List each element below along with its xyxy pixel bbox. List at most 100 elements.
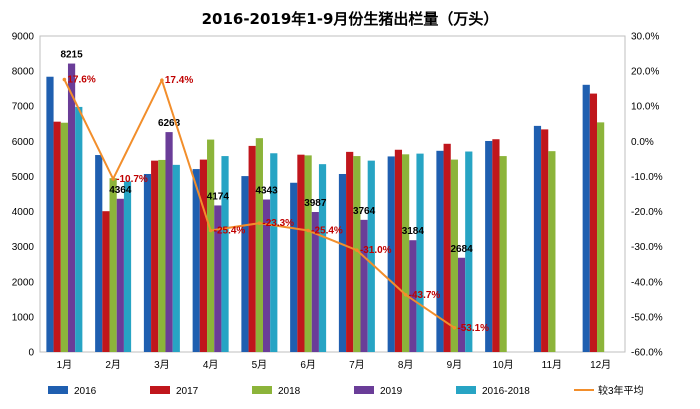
x-tick-label: 6月: [300, 359, 316, 371]
line-point: [208, 228, 213, 233]
bar-2018: [548, 151, 556, 352]
line-data-label: 17.4%: [165, 75, 193, 86]
bar-2017: [199, 159, 208, 352]
y-right-tick-label: -10.0%: [631, 172, 663, 183]
y-right-tick-label: -40.0%: [631, 277, 663, 288]
line-data-label: -43.7%: [409, 290, 441, 301]
legend-swatch: [354, 386, 374, 394]
bar-2016: [290, 182, 298, 352]
y-left-tick-label: 6000: [12, 137, 35, 148]
bar-2017: [248, 145, 256, 352]
legend-label: 较3年平均: [598, 384, 644, 397]
x-tick-label: 11月: [542, 359, 562, 371]
bar-2016-2018: [465, 151, 473, 352]
bar-2016: [338, 173, 347, 352]
bar-2016-2018: [367, 160, 375, 352]
bar-2019: [165, 132, 173, 352]
bar-data-label: 8215: [60, 50, 83, 61]
bar-data-label: 3764: [353, 206, 376, 217]
bar-2018: [109, 178, 117, 352]
y-left-tick-label: 0: [28, 348, 34, 359]
bar-2018: [499, 156, 507, 352]
line-point: [257, 221, 262, 225]
bar-2018: [597, 122, 605, 353]
bar-2019: [67, 63, 76, 353]
x-tick-label: 3月: [154, 359, 170, 371]
x-tick-label: 5月: [252, 359, 268, 371]
bar-2016-2018: [123, 181, 132, 352]
bar-2016-2018: [221, 156, 229, 352]
chart-title: 2016-2019年1-9月份生猪出栏量（万头）: [202, 10, 499, 28]
line-point: [403, 292, 408, 297]
bar-data-label: 4364: [109, 185, 132, 196]
bar-2016-2018: [172, 164, 180, 352]
bar-2017: [102, 211, 110, 352]
y-left-tick-label: 8000: [12, 67, 35, 78]
bar-2018: [450, 159, 458, 352]
bar-2019: [360, 219, 368, 352]
x-tick-label: 12月: [590, 359, 611, 371]
y-right-tick-label: -60.0%: [631, 348, 663, 359]
bar-2019: [311, 212, 319, 352]
x-tick-label: 8月: [398, 359, 414, 371]
legend-label: 2016: [74, 386, 97, 397]
bar-2016-2018: [416, 153, 424, 352]
y-left-tick-label: 4000: [12, 207, 35, 218]
y-right-tick-label: 20.0%: [631, 67, 659, 78]
y-right-tick-label: -30.0%: [631, 242, 663, 253]
line-data-label: -23.3%: [262, 218, 294, 229]
bar-2016: [582, 84, 590, 353]
y-left-tick-label: 1000: [12, 312, 35, 323]
line-point: [62, 77, 67, 82]
bar-2016-2018: [75, 106, 83, 352]
y-right-tick-label: 0.0%: [631, 137, 654, 148]
y-right-tick-label: -50.0%: [631, 312, 663, 323]
line-data-label: -10.7%: [116, 174, 148, 185]
line-point: [452, 325, 457, 330]
bar-2019: [116, 198, 124, 352]
plot-area: [39, 35, 626, 353]
line-data-label: -53.1%: [457, 323, 489, 334]
line-data-label: -25.4%: [214, 226, 246, 237]
bar-data-label: 2684: [450, 244, 473, 255]
bar-data-label: 4174: [207, 191, 230, 202]
line-data-label: -31.0%: [360, 245, 392, 256]
line-point: [111, 177, 115, 181]
legend-swatch: [48, 386, 68, 394]
bar-2017: [443, 143, 451, 352]
bar-2016-2018: [318, 164, 327, 352]
bar-2016: [436, 150, 444, 352]
bar-2017: [492, 139, 500, 352]
x-tick-label: 4月: [203, 359, 219, 371]
bar-2016: [241, 176, 249, 352]
bar-2017: [53, 121, 61, 352]
y-left-tick-label: 5000: [12, 172, 35, 183]
y-right-tick-label: -20.0%: [631, 207, 663, 218]
bar-2017: [589, 93, 598, 352]
bar-2016-2018: [270, 153, 278, 352]
bar-2016: [533, 125, 542, 352]
x-tick-label: 10月: [493, 359, 514, 371]
y-left-tick-label: 3000: [12, 242, 35, 253]
bar-2018: [402, 154, 410, 352]
bar-2016: [95, 155, 103, 352]
line-point: [355, 248, 359, 252]
legend-label: 2017: [176, 386, 199, 397]
bar-2018: [255, 138, 263, 352]
bar-2019: [409, 240, 417, 352]
bar-2016: [143, 173, 152, 352]
legend-swatch: [252, 386, 272, 394]
y-right-tick-label: 30.0%: [631, 32, 659, 43]
bar-2018: [207, 139, 215, 352]
x-tick-label: 2月: [105, 359, 121, 371]
bar-2017: [394, 149, 403, 352]
legend-label: 2019: [380, 386, 403, 397]
bar-2016: [387, 156, 395, 352]
x-tick-label: 7月: [349, 359, 365, 371]
bar-2019: [457, 257, 466, 352]
legend-label: 2016-2018: [482, 386, 530, 397]
y-left-tick-label: 2000: [12, 277, 35, 288]
y-left-tick-label: 7000: [12, 102, 35, 113]
bar-2017: [541, 129, 549, 352]
